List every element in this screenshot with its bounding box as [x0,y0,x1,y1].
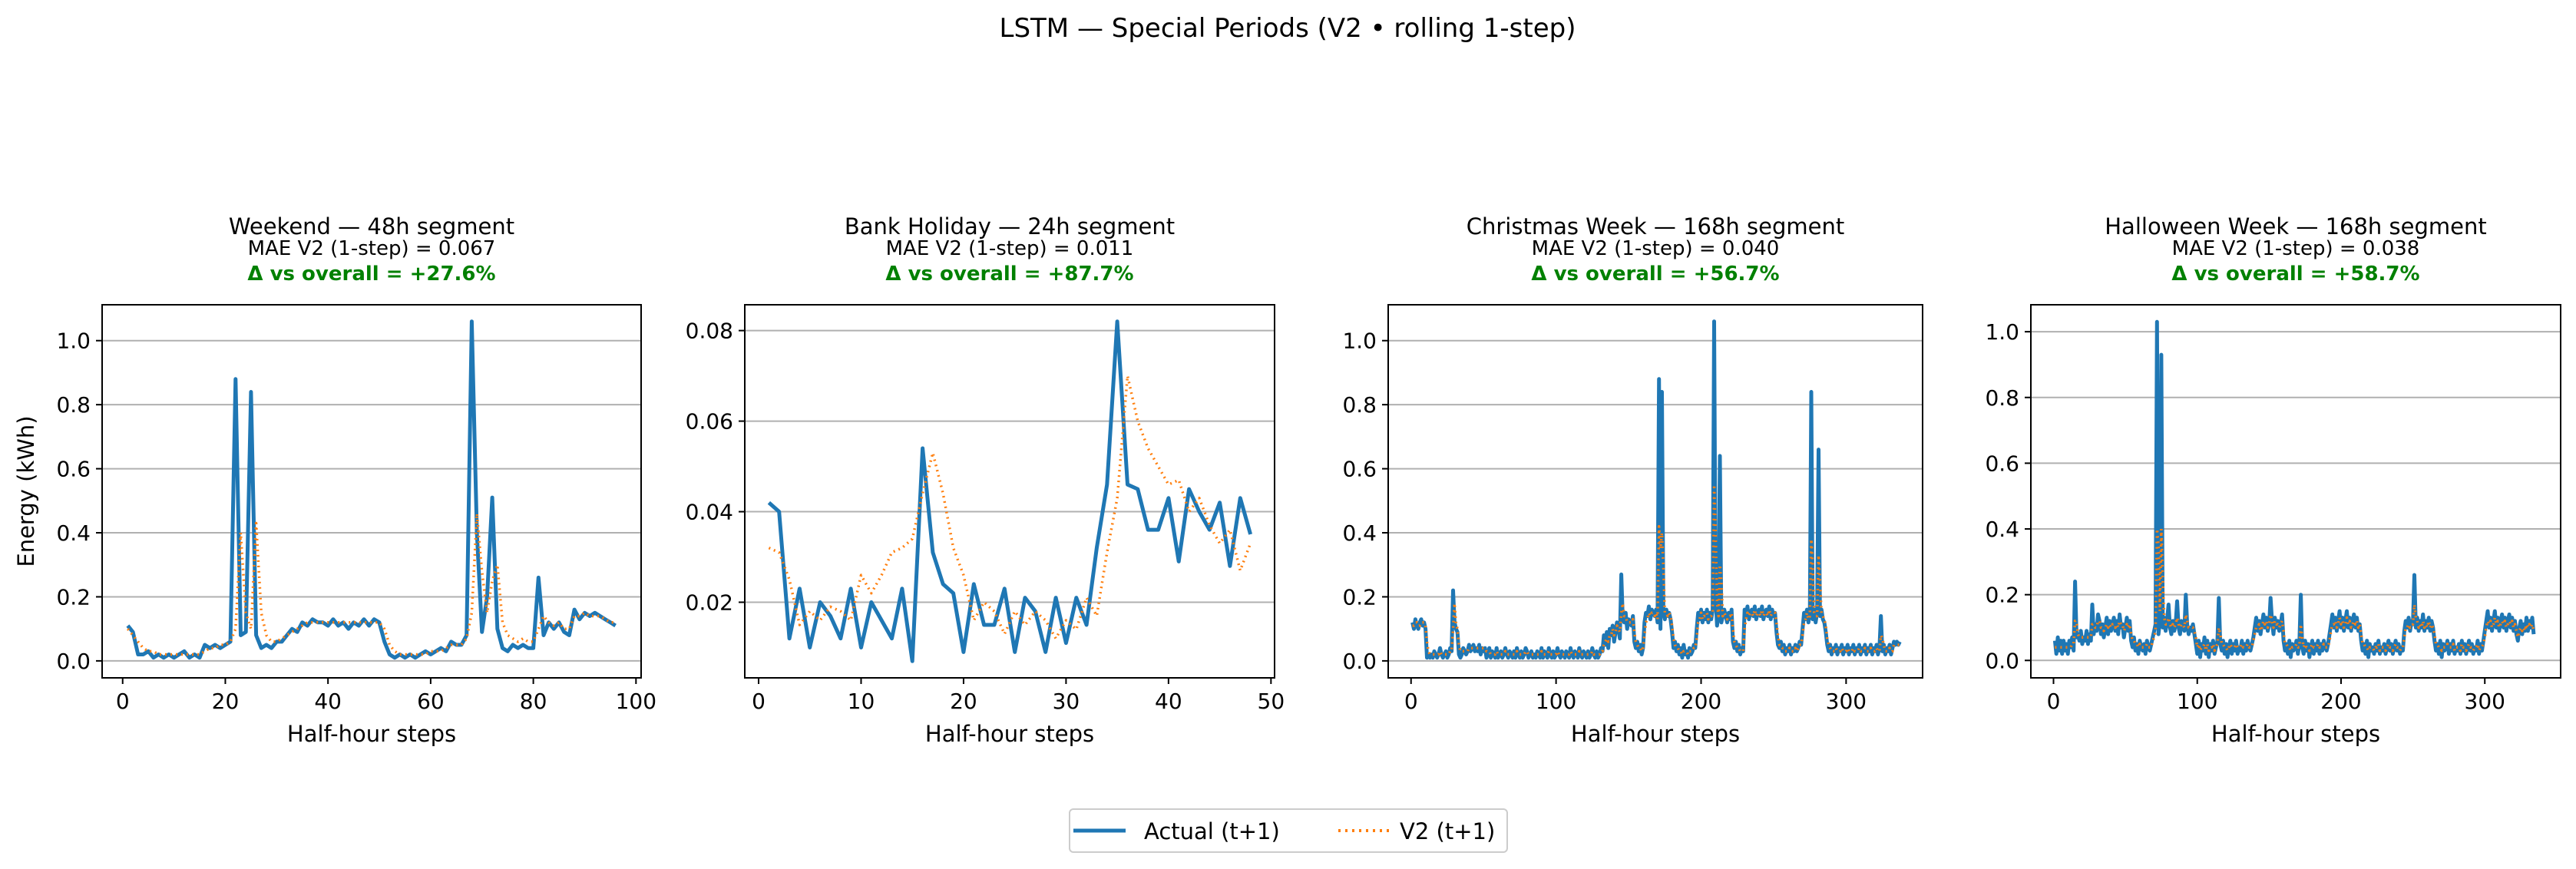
x-tick-label: 300 [2465,689,2505,714]
x-tick-label: 20 [950,689,977,714]
plot-frame [744,304,1275,679]
x-tick-label: 200 [1681,689,1721,714]
subplot-mae-text: MAE V2 (1-step) = 0.038 [2172,237,2420,260]
subplot-delta-text: Δ vs overall = +56.7% [1531,263,1779,286]
x-tick-label: 10 [848,689,875,714]
y-tick-label: 0.04 [686,500,733,525]
y-tick-label: 0.6 [1985,451,2019,476]
subplot-delta-text: Δ vs overall = +58.7% [2171,263,2419,286]
x-tick-label: 0 [1404,689,1418,714]
subplot-delta-text: Δ vs overall = +27.6% [247,263,495,286]
x-tick-label: 0 [116,689,130,714]
x-tick-label: 50 [1258,689,1285,714]
y-tick-label: 0.0 [1985,648,2019,673]
x-axis-label: Half-hour steps [2211,721,2380,747]
x-axis-label: Half-hour steps [1571,721,1740,747]
subplot-title: Halloween Week — 168h segment [2105,213,2486,240]
y-tick-label: 0.08 [686,319,733,344]
subplot-mae-text: MAE V2 (1-step) = 0.011 [886,237,1134,260]
y-tick-label: 0.2 [56,584,91,610]
x-axis-label: Half-hour steps [287,721,456,747]
y-tick-label: 0.2 [1342,584,1377,610]
y-tick-label: 0.0 [56,649,91,674]
series-actual-line [767,319,1253,663]
y-tick-label: 0.8 [1985,385,2019,411]
y-tick-label: 0.8 [1342,392,1377,418]
x-tick-label: 0 [752,689,766,714]
x-tick-label: 100 [1536,689,1576,714]
subplot-delta-text: Δ vs overall = +87.7% [885,263,1133,286]
subplot-title: Weekend — 48h segment [229,213,514,240]
legend-label-forecast: V2 (t+1) [1400,818,1495,844]
x-tick-label: 100 [2177,689,2217,714]
x-tick-label: 30 [1053,689,1080,714]
y-tick-label: 0.8 [56,392,91,418]
y-tick-label: 1.0 [1985,319,2019,345]
plot-frame [101,304,642,679]
x-tick-label: 200 [2320,689,2361,714]
subplot-mae-text: MAE V2 (1-step) = 0.040 [1532,237,1780,260]
figure-title: LSTM — Special Periods (V2 • rolling 1-s… [1000,13,1576,44]
legend-frame [1069,808,1508,853]
series-forecast-line [2055,527,2535,653]
y-tick-label: 1.0 [56,329,91,354]
y-axis-label: Energy (kWh) [13,415,39,567]
subplot-title: Bank Holiday — 24h segment [845,213,1175,240]
x-tick-label: 300 [1826,689,1867,714]
x-tick-label: 80 [520,689,547,714]
y-tick-label: 0.06 [686,409,733,434]
series-actual-line [1410,319,1902,660]
y-tick-label: 0.0 [1342,649,1377,674]
y-tick-label: 0.4 [1342,520,1377,546]
y-tick-label: 1.0 [1342,329,1377,354]
x-axis-label: Half-hour steps [925,721,1094,747]
legend-label-actual: Actual (t+1) [1144,818,1280,844]
x-tick-label: 0 [2047,689,2061,714]
plot-frame [2030,304,2561,679]
y-tick-label: 0.4 [1985,517,2019,542]
series-forecast-line [768,374,1252,640]
plot-frame [1387,304,1923,679]
subplot-mae-text: MAE V2 (1-step) = 0.067 [248,237,496,260]
x-tick-label: 40 [314,689,342,714]
series-forecast-line [127,512,616,656]
y-tick-label: 0.4 [56,520,91,546]
x-tick-label: 20 [212,689,240,714]
y-tick-label: 0.2 [1985,583,2019,608]
x-tick-label: 100 [616,689,656,714]
x-tick-label: 40 [1155,689,1182,714]
y-tick-label: 0.02 [686,590,733,616]
x-tick-label: 60 [417,689,445,714]
y-tick-label: 0.6 [56,457,91,482]
legend: Actual (t+1) V2 (t+1) [1069,808,1508,853]
series-actual-line [2052,319,2536,659]
y-tick-label: 0.6 [1342,457,1377,482]
subplot-title: Christmas Week — 168h segment [1467,213,1844,240]
